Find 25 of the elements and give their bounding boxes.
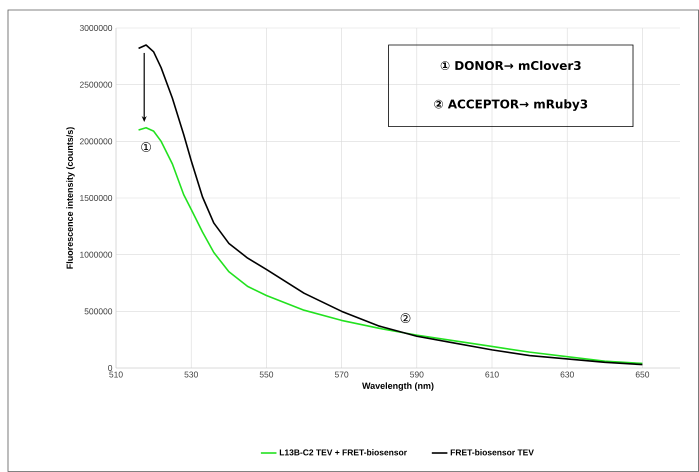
annotation: ② bbox=[400, 313, 410, 323]
line-series bbox=[138, 44, 644, 366]
y-axis-title: Fluorescence intensity (counts/s) bbox=[66, 127, 75, 269]
y-tick-label: 2500000 bbox=[80, 82, 112, 88]
x-tick-label: 590 bbox=[410, 372, 424, 378]
x-tick-label: 550 bbox=[260, 372, 274, 378]
x-axis-title: Wavelength (nm) bbox=[362, 382, 434, 391]
x-tick-label: 530 bbox=[184, 372, 198, 378]
y-tick-label: 2000000 bbox=[80, 138, 112, 144]
x-tick-label: 650 bbox=[636, 372, 650, 378]
annotation: ① DONOR→ mClover3 bbox=[440, 60, 581, 70]
x-tick-label: 510 bbox=[109, 372, 123, 378]
legend-label: FRET-biosensor TEV bbox=[450, 449, 534, 456]
legend-label: L13B-C2 TEV + FRET-biosensor bbox=[280, 449, 407, 456]
y-tick-label: 1000000 bbox=[80, 252, 112, 258]
annotation: ② ACCEPTOR→ mRuby3 bbox=[434, 99, 588, 111]
annotation: ① bbox=[141, 142, 151, 152]
x-tick-label: 570 bbox=[334, 372, 348, 378]
y-tick-label: 3000000 bbox=[80, 25, 112, 31]
x-tick-label: 630 bbox=[560, 372, 574, 378]
y-tick-label: 1500000 bbox=[80, 195, 112, 201]
x-tick-label: 610 bbox=[485, 372, 499, 378]
line-series bbox=[138, 126, 644, 364]
y-tick-label: 500000 bbox=[84, 308, 112, 314]
y-tick-label: 0 bbox=[108, 365, 112, 371]
